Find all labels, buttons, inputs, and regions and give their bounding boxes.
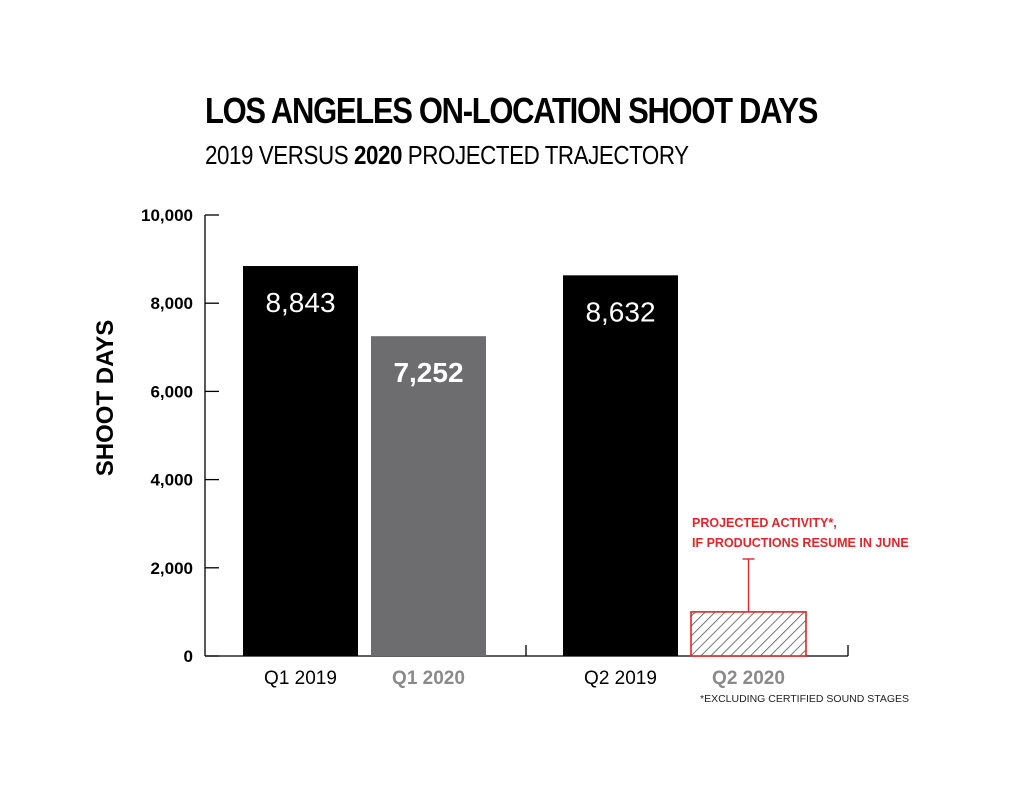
subtitle-part-1: 2019 VERSUS — [205, 140, 354, 170]
x-category-label: Q1 2020 — [392, 668, 465, 689]
y-axis-label: SHOOT DAYS — [92, 320, 119, 476]
bar-q1-2019 — [243, 266, 358, 656]
bar-value-label: 8,632 — [585, 296, 655, 327]
projection-annotation: PROJECTED ACTIVITY*, IF PRODUCTIONS RESUM… — [692, 516, 909, 705]
bar-q2-2020 — [690, 611, 807, 657]
x-category-label: Q1 2019 — [264, 668, 337, 689]
projection-annotation-line: PROJECTED ACTIVITY*, — [692, 516, 837, 530]
y-tick-label: 0 — [184, 647, 193, 666]
y-tick-label: 8,000 — [150, 294, 193, 313]
projection-annotation-line: IF PRODUCTIONS RESUME IN JUNE — [692, 536, 909, 550]
chart-title: LOS ANGELES ON-LOCATION SHOOT DAYS — [205, 90, 818, 131]
y-tick-label: 10,000 — [141, 206, 193, 225]
subtitle-part-2: PROJECTED TRAJECTORY — [401, 140, 689, 170]
bar-value-label: 7,252 — [393, 357, 463, 388]
labels: 8,843 Q1 2019 7,252 Q1 2020 8,632 Q2 2019 Q2 2… — [264, 287, 785, 689]
footnote: *EXCLUDING CERTIFIED SOUND STAGES — [700, 693, 909, 705]
chart-subtitle: 2019 VERSUS 2020 PROJECTED TRAJECTORY — [205, 140, 689, 171]
bar-q2-2019 — [563, 275, 678, 656]
x-category-label: Q2 2019 — [584, 668, 657, 689]
x-category-label: Q2 2020 — [712, 668, 785, 689]
y-tick-label: 4,000 — [150, 471, 193, 490]
subtitle-bold-year: 2020 — [353, 140, 402, 170]
y-tick-label: 6,000 — [150, 382, 193, 401]
bar-value-label: 8,843 — [265, 287, 335, 318]
bar-q1-2020 — [371, 336, 486, 656]
bars — [243, 266, 807, 657]
y-tick-label: 2,000 — [150, 559, 193, 578]
